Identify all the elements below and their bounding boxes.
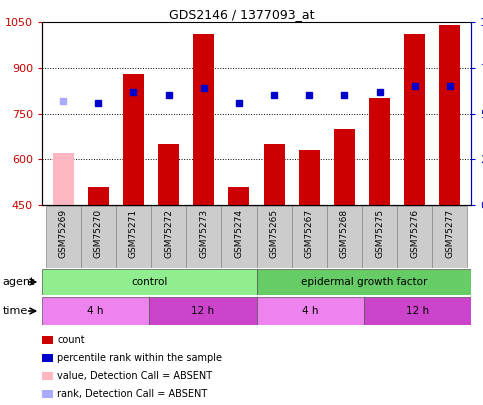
Bar	[228, 187, 249, 205]
Bar	[193, 34, 214, 205]
Bar	[432, 206, 468, 268]
Bar	[334, 129, 355, 205]
Bar	[42, 297, 149, 325]
Bar	[149, 297, 256, 325]
Bar	[292, 206, 327, 268]
Bar	[298, 150, 320, 205]
Bar	[42, 269, 256, 295]
Bar	[88, 187, 109, 205]
Text: GSM75267: GSM75267	[305, 209, 314, 258]
Text: GSM75275: GSM75275	[375, 209, 384, 258]
Text: rank, Detection Call = ABSENT: rank, Detection Call = ABSENT	[57, 389, 208, 399]
Text: GSM75265: GSM75265	[270, 209, 279, 258]
Bar	[327, 206, 362, 268]
Text: GDS2146 / 1377093_at: GDS2146 / 1377093_at	[169, 8, 314, 21]
Bar	[397, 206, 432, 268]
Text: GSM75271: GSM75271	[129, 209, 138, 258]
Bar	[256, 269, 471, 295]
Text: GSM75269: GSM75269	[58, 209, 68, 258]
Text: agent: agent	[2, 277, 35, 287]
Text: percentile rank within the sample: percentile rank within the sample	[57, 353, 223, 363]
Bar	[81, 206, 116, 268]
Bar	[369, 98, 390, 205]
Bar	[362, 206, 397, 268]
Text: control: control	[131, 277, 168, 287]
Bar	[404, 34, 426, 205]
Text: GSM75270: GSM75270	[94, 209, 103, 258]
Bar	[364, 297, 471, 325]
Text: 12 h: 12 h	[406, 306, 429, 316]
Text: value, Detection Call = ABSENT: value, Detection Call = ABSENT	[57, 371, 213, 381]
Bar	[123, 74, 144, 205]
Bar	[264, 144, 284, 205]
Text: time: time	[2, 306, 28, 316]
Text: GSM75277: GSM75277	[445, 209, 455, 258]
Bar	[186, 206, 221, 268]
Text: 4 h: 4 h	[87, 306, 104, 316]
Text: 12 h: 12 h	[191, 306, 214, 316]
Bar	[158, 144, 179, 205]
Text: GSM75274: GSM75274	[234, 209, 243, 258]
Bar	[256, 297, 364, 325]
Bar	[221, 206, 256, 268]
Bar	[53, 153, 73, 205]
Bar	[151, 206, 186, 268]
Text: GSM75272: GSM75272	[164, 209, 173, 258]
Bar	[45, 206, 81, 268]
Text: GSM75276: GSM75276	[410, 209, 419, 258]
Text: count: count	[57, 335, 85, 345]
Bar	[116, 206, 151, 268]
Bar	[440, 25, 460, 205]
Text: epidermal growth factor: epidermal growth factor	[300, 277, 427, 287]
Bar	[256, 206, 292, 268]
Text: GSM75273: GSM75273	[199, 209, 208, 258]
Text: GSM75268: GSM75268	[340, 209, 349, 258]
Text: 4 h: 4 h	[302, 306, 318, 316]
